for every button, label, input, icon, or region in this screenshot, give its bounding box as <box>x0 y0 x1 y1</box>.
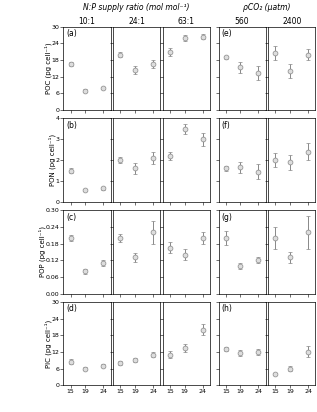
Text: (c): (c) <box>66 213 76 222</box>
Text: (a): (a) <box>66 29 77 38</box>
Text: (b): (b) <box>66 121 77 130</box>
Text: (d): (d) <box>66 304 77 314</box>
Y-axis label: POC (pg cell⁻¹): POC (pg cell⁻¹) <box>45 43 52 94</box>
Text: (f): (f) <box>221 121 230 130</box>
Text: (g): (g) <box>221 213 232 222</box>
Text: (h): (h) <box>221 304 232 314</box>
Text: N:P supply ratio (mol mol⁻¹): N:P supply ratio (mol mol⁻¹) <box>83 3 190 12</box>
Title: 560: 560 <box>235 17 249 26</box>
Title: 63:1: 63:1 <box>178 17 195 26</box>
Y-axis label: POP (pg cell⁻¹): POP (pg cell⁻¹) <box>39 226 46 277</box>
Title: 24:1: 24:1 <box>128 17 145 26</box>
Y-axis label: PON (pg cell⁻¹): PON (pg cell⁻¹) <box>49 134 56 186</box>
Y-axis label: PIC (pg cell⁻¹): PIC (pg cell⁻¹) <box>45 319 52 368</box>
Text: ρCO₂ (μatm): ρCO₂ (μatm) <box>243 3 291 12</box>
Title: 2400: 2400 <box>282 17 301 26</box>
Title: 10:1: 10:1 <box>79 17 95 26</box>
Text: (e): (e) <box>221 29 232 38</box>
